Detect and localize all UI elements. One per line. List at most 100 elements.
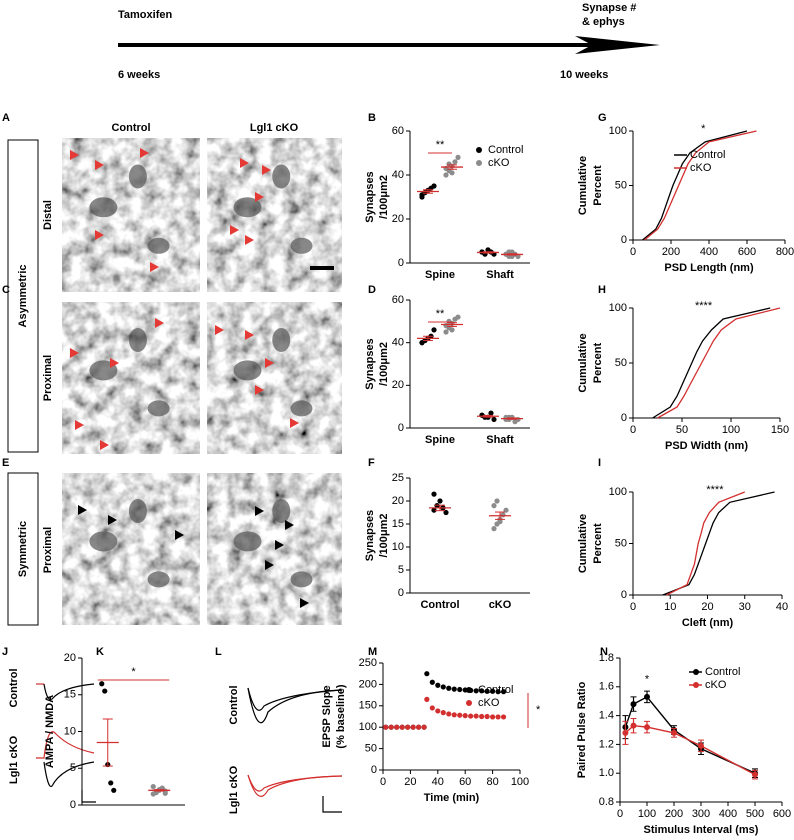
marker	[451, 712, 457, 718]
arrowhead	[78, 505, 87, 515]
legend-label: Control	[478, 684, 513, 696]
arrowhead	[95, 230, 104, 240]
legend-swatch	[476, 160, 482, 166]
y-tick-label: 0	[371, 764, 377, 776]
arrowhead	[255, 385, 264, 395]
legend-swatch	[693, 682, 699, 688]
marker	[473, 688, 479, 694]
arrowhead	[150, 262, 159, 272]
arrowhead	[255, 506, 264, 516]
x-tick-label: Control	[420, 599, 459, 611]
arrowhead	[95, 160, 104, 170]
y-axis-title: AMPA / NMDA	[44, 695, 56, 768]
x-tick-label: 80	[486, 776, 498, 788]
y-axis-title: Paired Pulse Ratio	[576, 681, 588, 778]
trace	[247, 774, 343, 797]
x-tick-label: 300	[692, 808, 710, 820]
data-point	[431, 327, 437, 333]
x-tick-label: 100	[511, 776, 529, 788]
data-point	[455, 154, 461, 160]
y-tick-label: 20	[392, 495, 404, 507]
marker	[484, 713, 490, 720]
trace-label: Control	[228, 685, 240, 724]
arrowhead	[265, 358, 274, 368]
x-tick-label: Shaft	[486, 269, 514, 281]
organelle	[147, 571, 170, 588]
y-axis-title: /100μm2	[378, 175, 390, 219]
significance: *	[645, 674, 650, 686]
significance: *	[701, 123, 706, 135]
x-tick-label: 600	[738, 246, 756, 258]
marker	[440, 684, 446, 690]
y-tick-label: 60	[392, 125, 404, 137]
y-axis-title: Cumulative	[577, 333, 589, 392]
marker	[479, 688, 485, 694]
legend-swatch	[466, 700, 472, 706]
significance: *	[536, 704, 541, 716]
arrowhead	[240, 158, 249, 168]
marker	[462, 713, 468, 719]
panel-letter: K	[96, 646, 104, 658]
marker	[698, 742, 704, 749]
arrowhead	[262, 165, 271, 175]
group-box	[7, 472, 39, 626]
y-tick-label: 0	[621, 589, 627, 601]
panel-letter: J	[2, 646, 8, 658]
marker	[671, 729, 677, 736]
data-point	[443, 329, 449, 335]
organelle	[128, 328, 147, 352]
y-axis-title: /100μm2	[378, 342, 390, 386]
arrow-head	[575, 36, 660, 54]
marker	[416, 724, 422, 730]
x-tick-label: 0	[630, 246, 636, 258]
arrowhead	[285, 520, 294, 530]
marker	[388, 724, 394, 730]
x-tick-label: 200	[665, 808, 683, 820]
arrowhead	[275, 540, 284, 550]
row-label: Proximal	[42, 355, 54, 401]
data-point	[443, 323, 449, 329]
organelle	[290, 400, 313, 417]
significance: *	[131, 666, 136, 678]
organelle	[89, 531, 118, 552]
organelle	[147, 400, 170, 417]
panel-letter: N	[600, 646, 608, 658]
marker	[435, 682, 441, 688]
data-point	[491, 416, 497, 423]
y-tick-label: 1.6	[599, 681, 614, 693]
timeline-label: Tamoxifen	[118, 9, 172, 21]
data-point	[431, 491, 437, 497]
y-axis-title: EPSP Slope	[321, 685, 333, 747]
marker	[457, 712, 463, 718]
marker	[451, 686, 457, 692]
y-tick-label: 20	[64, 652, 76, 664]
data-point	[443, 509, 449, 516]
significance: ****	[706, 484, 724, 496]
x-tick-label: 400	[700, 246, 718, 258]
data-point	[102, 688, 108, 694]
x-tick-label: 100	[722, 424, 740, 436]
marker	[399, 724, 405, 730]
marker	[484, 688, 490, 694]
data-point	[494, 498, 500, 504]
marker	[473, 713, 479, 719]
em-image	[207, 302, 342, 454]
marker	[479, 713, 485, 720]
y-tick-label: 1.0	[599, 767, 614, 779]
organelle	[272, 328, 291, 352]
y-axis-title: Cumulative	[577, 514, 589, 573]
timeline-time: 10 weeks	[560, 69, 608, 81]
y-tick-label: 40	[392, 169, 404, 181]
organelle	[290, 237, 313, 254]
x-tick-label: 100	[638, 808, 656, 820]
cumulative-line	[657, 307, 781, 419]
y-axis-title: Percent	[592, 342, 604, 383]
data-point	[497, 519, 503, 525]
data-point	[419, 340, 425, 346]
traces	[36, 683, 343, 813]
y-tick-label: 100	[609, 302, 627, 314]
panel-letter: I	[598, 457, 601, 469]
y-tick-label: 60	[392, 294, 404, 306]
x-tick-label: cKO	[489, 599, 512, 611]
column-header: Lgl1 cKO	[250, 122, 299, 134]
